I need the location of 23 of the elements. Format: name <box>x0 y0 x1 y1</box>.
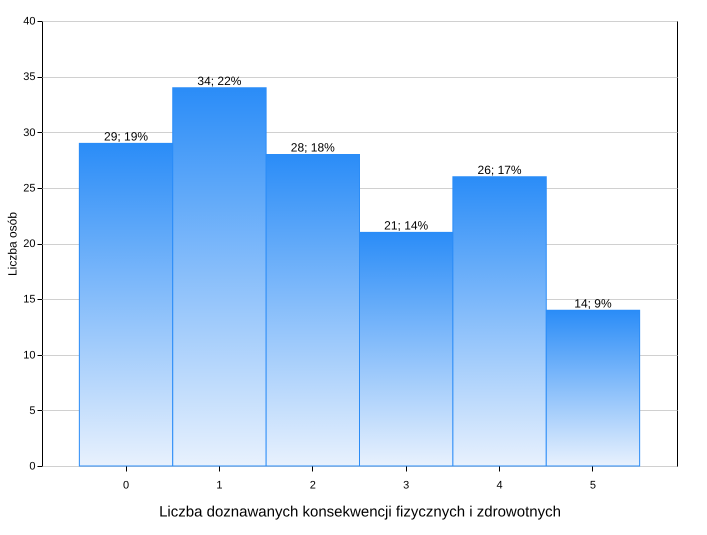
y-tick-label: 20 <box>23 238 36 250</box>
data-label: 28; 18% <box>290 140 336 154</box>
x-tick-label: 5 <box>590 480 596 492</box>
y-tick-label: 40 <box>23 16 36 28</box>
y-tick-label: 15 <box>23 294 36 306</box>
x-axis-title: Liczba doznawanych konsekwencji fizycznych i zdrowotnych <box>159 504 561 520</box>
x-tick-label: 2 <box>310 480 316 492</box>
y-tick-label: 25 <box>23 182 36 194</box>
y-tick-label: 30 <box>23 126 36 139</box>
data-label: 34; 22% <box>197 74 242 88</box>
y-tick-label: 0 <box>29 460 36 472</box>
y-axis-title: Liczba osób <box>5 212 20 276</box>
data-label: 29; 19% <box>104 129 148 144</box>
y-tick-label: 35 <box>23 71 36 84</box>
x-tick-label: 4 <box>496 480 503 492</box>
data-label: 14; 9% <box>574 296 612 310</box>
y-tick-label: 5 <box>29 404 36 417</box>
x-tick-label: 3 <box>403 480 410 492</box>
data-label: 26; 17% <box>478 162 522 177</box>
x-tick-label: 1 <box>216 480 222 492</box>
data-label: 21; 14% <box>384 218 429 232</box>
y-tick-label: 10 <box>23 349 36 362</box>
x-tick-label: 0 <box>122 480 130 492</box>
